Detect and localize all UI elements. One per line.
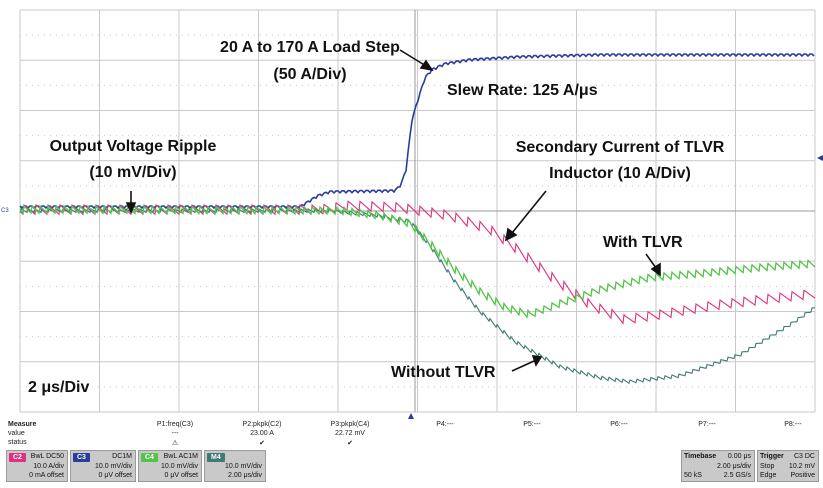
- param-p3-name[interactable]: P3:pkpk(C4): [330, 421, 370, 428]
- trigger-type: Edge: [760, 472, 777, 479]
- trigger-box[interactable]: Trigger C3 DC Stop 10.2 mV Edge Positive: [757, 450, 819, 482]
- arrow-with: [645, 253, 657, 269]
- secondary-line2: Inductor (10 A/Div): [549, 165, 691, 182]
- timebase-samples: 50 kS: [684, 472, 702, 479]
- graticule: [19, 9, 816, 413]
- timebase-label: Timebase: [684, 453, 717, 460]
- param-p1-value: ---: [171, 430, 179, 437]
- arrow-without-head: [531, 355, 543, 367]
- channel-c4-coupling: BwL AC1M: [163, 453, 198, 460]
- param-p1-name[interactable]: P1:freq(C3): [156, 421, 194, 428]
- timebase-box[interactable]: Timebase 0.00 μs 2.00 μs/div 50 kS 2.5 G…: [681, 450, 755, 482]
- without-tlvr-label: Without TLVR: [391, 364, 496, 381]
- arrow-secondary-head: [504, 227, 518, 242]
- load-step-text: 20 A to 170 A Load Step: [220, 39, 400, 56]
- timebase-delay: 0.00 μs: [727, 453, 751, 460]
- arrow-ripple-head: [125, 202, 137, 214]
- channel-c3-tag: C3: [73, 453, 90, 462]
- param-p7-name[interactable]: P7:---: [698, 421, 716, 428]
- channel-c4-offset: 0 μV offset: [164, 472, 198, 479]
- channel-c2-scale: 10.0 A/div: [33, 463, 64, 470]
- ground-marker: C3: [1, 208, 9, 214]
- measure-value-label: value: [8, 430, 25, 437]
- timebase-rate: 2.5 GS/s: [723, 472, 751, 479]
- channel-m4-timebase: 2.00 μs/div: [228, 472, 262, 479]
- channel-m4-tag: M4: [207, 453, 225, 462]
- trigger-level: 10.2 mV: [788, 463, 815, 470]
- load-step-label: 20 A to 170 A Load Step (50 A/Div): [205, 38, 415, 85]
- param-p3-status-icon: ✔: [347, 440, 353, 447]
- channel-c3-scale: 10.0 mV/div: [95, 463, 132, 470]
- channel-c4-tag: C4: [141, 453, 158, 462]
- param-p5-name[interactable]: P5:---: [523, 421, 541, 428]
- param-p4-name[interactable]: P4:---: [436, 421, 454, 428]
- param-p6-name[interactable]: P6:---: [610, 421, 628, 428]
- channel-c4-box[interactable]: C4 BwL AC1M 10.0 mV/div 0 μV offset: [138, 450, 202, 482]
- secondary-line1: Secondary Current of TLVR: [515, 139, 725, 156]
- ripple-label: Output Voltage Ripple (10 mV/Div): [28, 137, 238, 183]
- annotation-arrows: [125, 49, 661, 372]
- channel-c2-offset: 0 mA offset: [29, 472, 64, 479]
- param-p8-name[interactable]: P8:---: [784, 421, 802, 428]
- measure-table: Measure value status P1:freq(C3) --- ⚠ P…: [0, 420, 823, 450]
- channel-c3-box[interactable]: C3 DC1M 10.0 mV/div 0 μV offset: [70, 450, 136, 482]
- secondary-current-label: Secondary Current of TLVR Inductor (10 A…: [490, 138, 750, 184]
- ripple-text: Output Voltage Ripple: [49, 138, 217, 155]
- with-tlvr-trace: [19, 204, 816, 319]
- arrow-load-step: [399, 49, 427, 67]
- waveform-display: C3 20 A to 170 A Load Step (50 A/Div) Sl…: [1, 9, 823, 419]
- arrow-load-step-head: [419, 59, 434, 72]
- channel-status-bar: C2 BwL DC50 10.0 A/div 0 mA offset C3 DC…: [0, 450, 823, 488]
- waveform-plot: C3: [1, 9, 823, 419]
- slew-rate-label: Slew Rate: 125 A/μs: [447, 82, 598, 99]
- trigger-source: C3 DC: [793, 453, 815, 460]
- param-p1-status-icon: ⚠: [171, 440, 179, 447]
- trigger-mode: Stop: [760, 463, 775, 470]
- measure-status-label: status: [8, 439, 27, 446]
- channel-c4-scale: 10.0 mV/div: [161, 463, 198, 470]
- param-p3-value: 22.72 mV: [335, 430, 365, 437]
- param-p2-name[interactable]: P2:pkpk(C2): [242, 421, 282, 428]
- arrow-secondary: [511, 190, 547, 234]
- measure-header: Measure: [8, 421, 37, 428]
- channel-m4-scale: 10.0 mV/div: [225, 463, 262, 470]
- load-step-scale-text: (50 A/Div): [273, 66, 347, 83]
- timebase-per-div: 2.00 μs/div: [717, 463, 751, 470]
- channel-c3-coupling: DC1M: [112, 453, 132, 460]
- channel-c2-coupling: BwL DC50: [30, 453, 64, 460]
- ground-marker-label: C3: [1, 208, 9, 214]
- right-level-marker: [817, 155, 823, 161]
- with-tlvr-label: With TLVR: [603, 234, 683, 251]
- arrow-without: [511, 360, 535, 372]
- without-tlvr-trace: [19, 208, 816, 385]
- time-scale-label: 2 μs/Div: [28, 379, 90, 396]
- channel-m4-box[interactable]: M4 10.0 mV/div 2.00 μs/div: [204, 450, 266, 482]
- trigger-label: Trigger: [760, 453, 784, 460]
- param-p2-value: 23.00 A: [250, 430, 274, 437]
- trigger-marker: [408, 413, 414, 419]
- channel-c3-offset: 0 μV offset: [98, 472, 132, 479]
- ripple-scale-text: (10 mV/Div): [89, 164, 177, 181]
- channel-c2-tag: C2: [9, 453, 26, 462]
- trigger-slope: Positive: [790, 472, 815, 479]
- param-p2-status-icon: ✔: [259, 440, 265, 447]
- channel-c2-box[interactable]: C2 BwL DC50 10.0 A/div 0 mA offset: [6, 450, 68, 482]
- arrow-with-head: [650, 262, 661, 277]
